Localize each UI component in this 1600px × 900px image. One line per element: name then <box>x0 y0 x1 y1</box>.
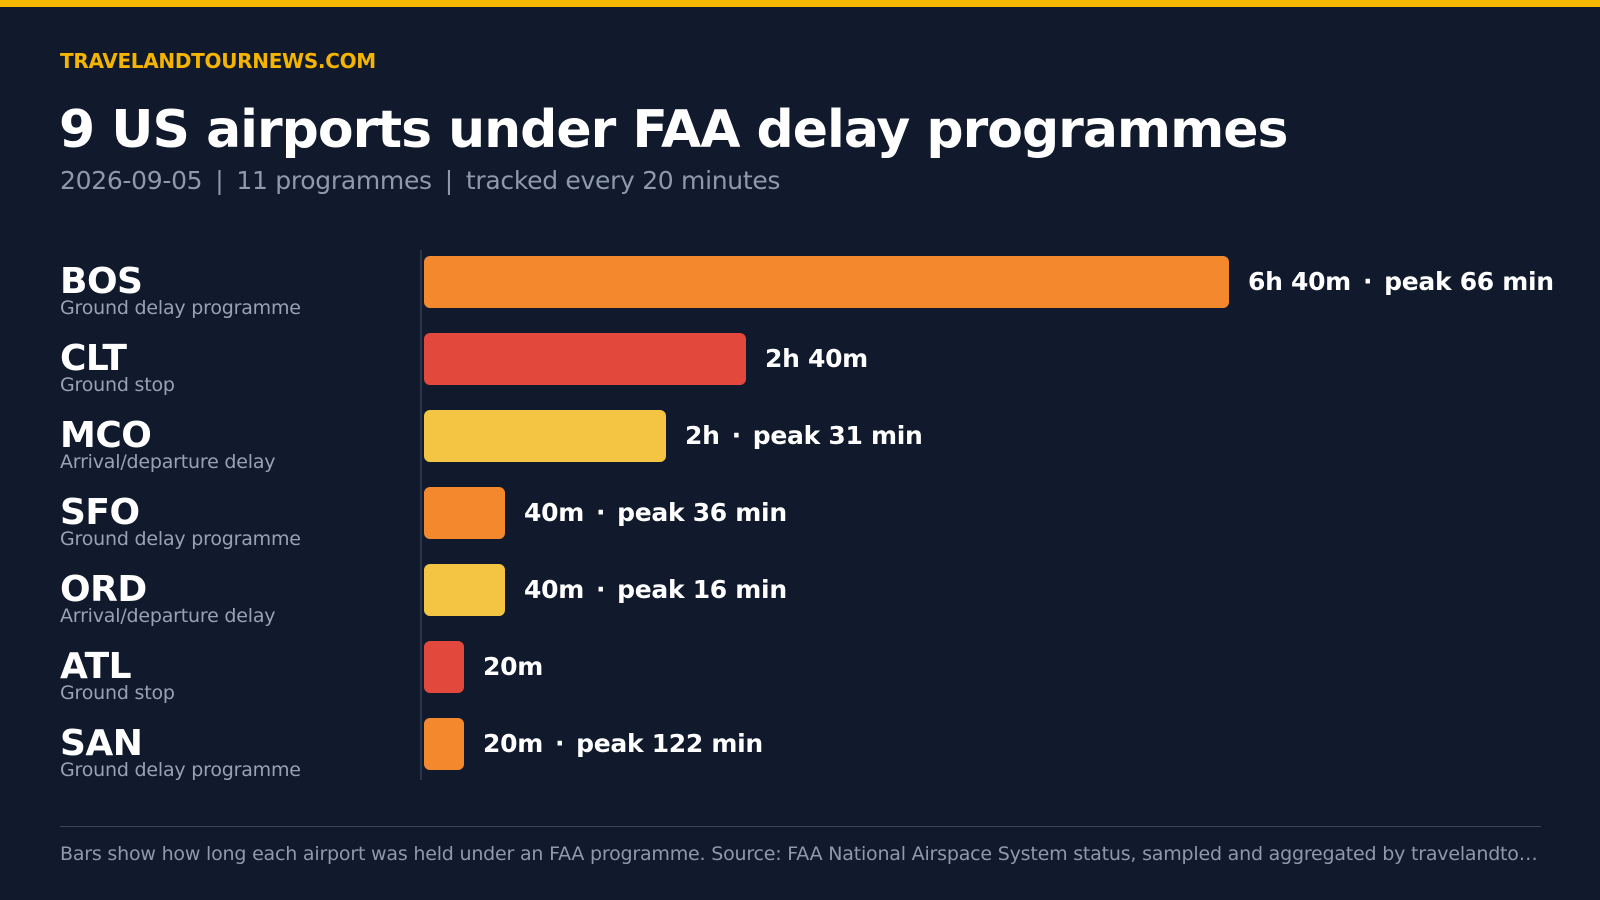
airport-code: BOS <box>60 261 143 302</box>
peak-delay-value: peak 66 min <box>1384 267 1554 296</box>
row-label-clt: CLT Ground stop <box>60 338 175 396</box>
bar-value-label-sfo: 40m · peak 36 min <box>524 487 787 539</box>
brand-name[interactable]: TRAVELANDTOURNEWS.COM <box>60 49 376 73</box>
programme-type: Arrival/departure delay <box>60 605 276 627</box>
row-label-mco: MCO Arrival/departure delay <box>60 415 276 473</box>
bar-mco[interactable] <box>424 410 666 462</box>
row-label-sfo: SFO Ground delay programme <box>60 492 301 550</box>
footer-divider <box>60 826 1541 827</box>
bar-value-label-bos: 6h 40m · peak 66 min <box>1248 256 1554 308</box>
duration-value: 40m <box>524 498 584 527</box>
peak-delay-value: peak 31 min <box>752 421 923 450</box>
programme-type: Ground stop <box>60 682 175 704</box>
airport-code: MCO <box>60 415 152 456</box>
accent-top-bar <box>0 0 1600 7</box>
programme-type: Arrival/departure delay <box>60 451 276 473</box>
subtitle-programmes: 11 programmes <box>236 166 432 195</box>
bar-value-label-ord: 40m · peak 16 min <box>524 564 787 616</box>
bar-atl[interactable] <box>424 641 464 693</box>
chart-subtitle: 2026-09-05 | 11 programmes | tracked every 2… <box>60 166 780 195</box>
bar-value-label-atl: 20m <box>483 641 543 693</box>
duration-value: 40m <box>524 575 584 604</box>
chart-title: 9 US airports under FAA delay programmes <box>59 100 1288 160</box>
duration-value: 2h <box>685 421 720 450</box>
bar-sfo[interactable] <box>424 487 505 539</box>
subtitle-separator: | <box>215 166 224 195</box>
programme-type: Ground stop <box>60 374 175 396</box>
peak-delay-value: peak 122 min <box>576 729 763 758</box>
label-separator: · <box>595 575 606 604</box>
duration-value: 20m <box>483 729 543 758</box>
label-separator: · <box>1362 267 1373 296</box>
peak-delay-value: peak 36 min <box>617 498 787 527</box>
label-separator: · <box>554 729 565 758</box>
row-label-atl: ATL Ground stop <box>60 646 175 704</box>
programme-type: Ground delay programme <box>60 759 301 781</box>
source-footnote: Bars show how long each airport was held… <box>60 843 1541 865</box>
row-label-bos: BOS Ground delay programme <box>60 261 301 319</box>
peak-delay-value: peak 16 min <box>617 575 787 604</box>
airport-code: CLT <box>60 338 127 379</box>
bar-bos[interactable] <box>424 256 1229 308</box>
programme-type: Ground delay programme <box>60 297 301 319</box>
bar-clt[interactable] <box>424 333 746 385</box>
bar-value-label-san: 20m · peak 122 min <box>483 718 763 770</box>
airport-code: ORD <box>60 569 147 610</box>
subtitle-date: 2026-09-05 <box>60 166 203 195</box>
bar-san[interactable] <box>424 718 464 770</box>
label-separator: · <box>595 498 606 527</box>
bar-ord[interactable] <box>424 564 505 616</box>
label-separator: · <box>731 421 742 450</box>
subtitle-cadence: tracked every 20 minutes <box>465 166 781 195</box>
airport-code: SFO <box>60 492 140 533</box>
airport-code: SAN <box>60 723 143 764</box>
duration-value: 2h 40m <box>765 344 868 373</box>
airport-code: ATL <box>60 646 132 687</box>
bar-value-label-mco: 2h · peak 31 min <box>685 410 923 462</box>
subtitle-separator: | <box>444 166 453 195</box>
bar-value-label-clt: 2h 40m <box>765 333 868 385</box>
row-label-san: SAN Ground delay programme <box>60 723 301 781</box>
programme-type: Ground delay programme <box>60 528 301 550</box>
duration-value: 6h 40m <box>1248 267 1351 296</box>
row-label-ord: ORD Arrival/departure delay <box>60 569 276 627</box>
duration-value: 20m <box>483 652 543 681</box>
bar-axis-line <box>420 250 422 780</box>
